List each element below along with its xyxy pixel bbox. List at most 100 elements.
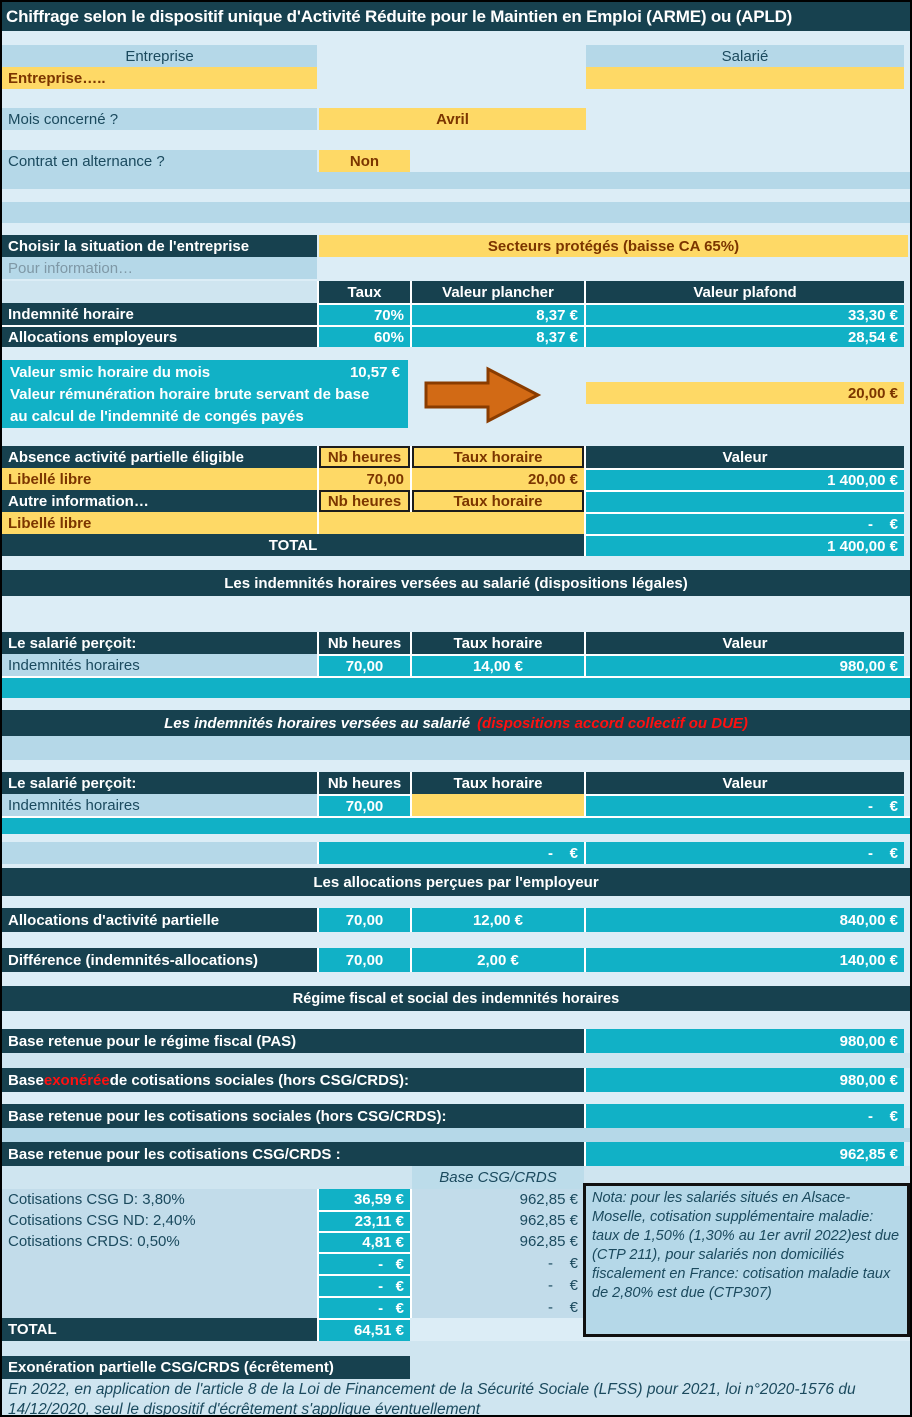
row-libelle-2: Libellé libre - € bbox=[2, 512, 910, 534]
col-taux-horaire: Taux horaire bbox=[412, 490, 584, 512]
col-valeur: Valeur bbox=[586, 446, 904, 468]
row-label: Indemnités horaires bbox=[2, 654, 317, 676]
entreprise-input[interactable]: Entreprise….. bbox=[2, 67, 317, 89]
alternance-label: Contrat en alternance ? bbox=[2, 150, 317, 172]
base-cell: - € bbox=[412, 1296, 584, 1318]
band bbox=[2, 172, 910, 189]
row-due-header: Le salarié perçoit: Nb heures Taux horai… bbox=[2, 772, 910, 794]
smic-line3: au calcul de l'indemnité de congés payés bbox=[10, 407, 304, 425]
libelle-input[interactable]: Libellé libre bbox=[2, 468, 317, 490]
col-plafond: Valeur plafond bbox=[586, 281, 904, 303]
value-cell: 14,00 € bbox=[412, 654, 584, 676]
row-absence-header: Absence activité partielle éligible Nb h… bbox=[2, 446, 910, 468]
salarie-input[interactable] bbox=[586, 67, 904, 89]
row-cotisation-empty: - € - € bbox=[2, 1274, 910, 1296]
row-label: Indemnités horaires bbox=[2, 794, 317, 816]
due-title-white: Les indemnités horaires versées au salar… bbox=[164, 714, 471, 732]
montant-cell: - € bbox=[319, 1252, 410, 1274]
row-label bbox=[2, 1274, 317, 1296]
row-cotisation-csgnd: Cotisations CSG ND: 2,40% 23,11 € 962,85… bbox=[2, 1210, 910, 1231]
row-cotisations-sociales: Base retenue pour les cotisations social… bbox=[2, 1104, 910, 1128]
spacer bbox=[2, 1011, 910, 1029]
base-csg-header: Base CSG/CRDS bbox=[412, 1166, 584, 1189]
spacer bbox=[2, 932, 910, 948]
situation-select[interactable]: Secteurs protégés (baisse CA 65%) bbox=[319, 235, 908, 257]
exoneree-red-text: exonérée bbox=[43, 1071, 110, 1089]
mois-select[interactable]: Avril bbox=[319, 108, 586, 130]
value-cell: 8,37 € bbox=[412, 325, 584, 347]
band bbox=[2, 1341, 910, 1356]
alternance-select[interactable]: Non bbox=[319, 150, 410, 172]
row-libelle-1: Libellé libre 70,00 20,00 € 1 400,00 € bbox=[2, 468, 910, 490]
value-cell: 60% bbox=[319, 325, 410, 347]
value-cell: - € bbox=[319, 842, 584, 864]
value-cell: 840,00 € bbox=[586, 908, 904, 932]
absence-label: Absence activité partielle éligible bbox=[2, 446, 317, 468]
value-cell: 2,00 € bbox=[412, 948, 584, 972]
row-label bbox=[2, 1296, 317, 1318]
row-cotisation-crds: Cotisations CRDS: 0,50% 4,81 € 962,85 € bbox=[2, 1231, 910, 1252]
taux-horaire-input[interactable]: 20,00 € bbox=[412, 468, 584, 490]
right-arrow-icon bbox=[424, 366, 542, 424]
row-label: Indemnité horaire bbox=[2, 303, 317, 325]
due-taux-input[interactable] bbox=[412, 794, 584, 816]
spacer bbox=[2, 130, 910, 150]
row-label: Allocations employeurs bbox=[2, 325, 317, 347]
col-valeur: Valeur bbox=[586, 772, 904, 794]
row-mois: Mois concerné ? Avril bbox=[2, 108, 910, 130]
percoit-label: Le salarié perçoit: bbox=[2, 632, 317, 654]
row-label: Base retenue pour les cotisations CSG/CR… bbox=[2, 1142, 584, 1166]
spacer bbox=[2, 834, 910, 842]
value-cell: - € bbox=[586, 794, 904, 816]
spacer bbox=[2, 189, 910, 202]
teal-band bbox=[2, 816, 910, 834]
smic-info-box: Valeur smic horaire du mois 10,57 € Vale… bbox=[2, 360, 408, 428]
value-cell: - € bbox=[586, 842, 904, 864]
col-taux-horaire: Taux horaire bbox=[412, 632, 584, 654]
remuneration-input[interactable]: 20,00 € bbox=[586, 382, 904, 404]
libelle-input[interactable]: Libellé libre bbox=[2, 512, 317, 534]
row-headers: Entreprise Salarié bbox=[2, 45, 910, 67]
spacer bbox=[2, 89, 910, 108]
band bbox=[2, 1053, 910, 1068]
montant-cell: - € bbox=[319, 1296, 410, 1318]
smic-value: 10,57 € bbox=[349, 363, 400, 381]
row-allocations-employeurs: Allocations employeurs 60% 8,37 € 28,54 … bbox=[2, 325, 910, 347]
info-label: Pour information… bbox=[2, 257, 317, 279]
row-exoneration-partielle: Exonération partielle CSG/CRDS (écrêteme… bbox=[2, 1356, 910, 1379]
montant-cell: 23,11 € bbox=[319, 1210, 410, 1231]
spacer bbox=[2, 347, 910, 360]
row-taux-header: Taux Valeur plancher Valeur plafond bbox=[2, 281, 910, 303]
row-label: Base retenue pour le régime fiscal (PAS) bbox=[2, 1029, 584, 1053]
smic-label: Valeur smic horaire du mois bbox=[10, 363, 211, 381]
value-cell: 8,37 € bbox=[412, 303, 584, 325]
value-cell: 962,85 € bbox=[586, 1142, 904, 1166]
total-label: TOTAL bbox=[2, 534, 584, 556]
smic-section: Valeur smic horaire du mois 10,57 € Vale… bbox=[2, 360, 910, 428]
base-cell: 962,85 € bbox=[412, 1231, 584, 1252]
row-cotisation-total: TOTAL 64,51 € bbox=[2, 1318, 910, 1341]
montant-cell: 36,59 € bbox=[319, 1189, 410, 1210]
libelle-value-input[interactable] bbox=[319, 512, 584, 534]
col-taux-horaire: Taux horaire bbox=[412, 772, 584, 794]
row-legal-header: Le salarié perçoit: Nb heures Taux horai… bbox=[2, 632, 910, 654]
spacer bbox=[2, 760, 910, 772]
section-legal-title: Les indemnités horaires versées au salar… bbox=[2, 570, 910, 596]
due-title-red: (dispositions accord collectif ou DUE) bbox=[477, 714, 748, 732]
value-cell: 140,00 € bbox=[586, 948, 904, 972]
entreprise-header: Entreprise bbox=[2, 45, 317, 67]
base-cell: 962,85 € bbox=[412, 1210, 584, 1231]
value-cell: 28,54 € bbox=[586, 325, 904, 347]
row-legal-indemnites: Indemnités horaires 70,00 14,00 € 980,00… bbox=[2, 654, 910, 676]
row-cotisation-csgd: Cotisations CSG D: 3,80% 36,59 € 962,85 … bbox=[2, 1189, 910, 1210]
value-cell: 70,00 bbox=[319, 908, 410, 932]
value-cell: 70,00 bbox=[319, 948, 410, 972]
spacer bbox=[2, 972, 910, 986]
row-absence-total: TOTAL 1 400,00 € bbox=[2, 534, 910, 556]
page-title: Chiffrage selon le dispositif unique d'A… bbox=[2, 2, 910, 31]
nb-heures-input[interactable]: 70,00 bbox=[319, 468, 410, 490]
spacer bbox=[2, 896, 910, 908]
col-nb-heures: Nb heures bbox=[319, 490, 410, 512]
spacer bbox=[2, 596, 910, 632]
